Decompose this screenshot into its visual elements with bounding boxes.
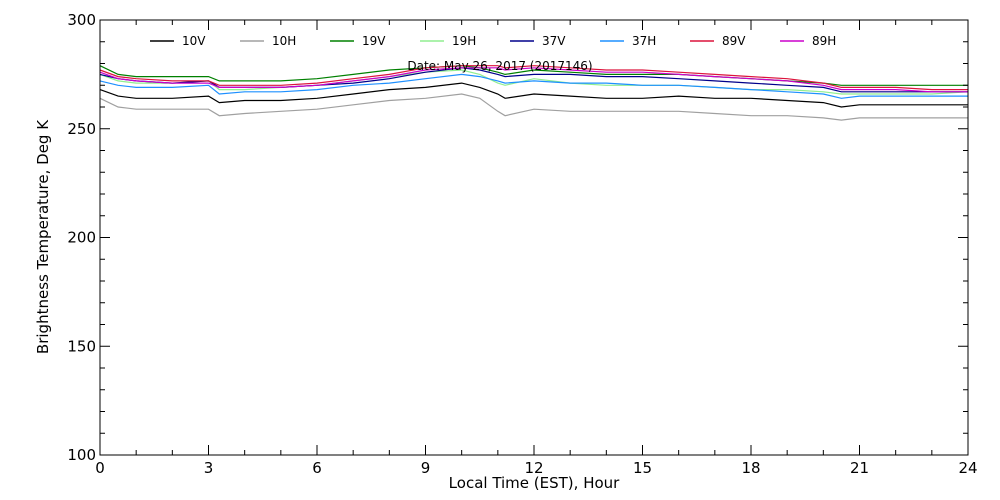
series-line-89h: [99, 67, 968, 93]
series-line-10v: [99, 82, 968, 108]
y-tick-label: 100: [67, 446, 96, 464]
legend-label-89v: 89V: [722, 34, 746, 48]
series-line-89v: [99, 65, 968, 91]
x-tick-label: 9: [421, 459, 431, 477]
legend-label-37h: 37H: [632, 34, 656, 48]
legend-label-10h: 10H: [272, 34, 296, 48]
y-tick-label: 300: [67, 11, 96, 29]
legend: 10V 10H 19V 19H 37V 37H 89V 89H: [150, 34, 836, 48]
x-tick-label: 12: [524, 459, 543, 477]
x-tick-label: 3: [204, 459, 214, 477]
series-line-19h: [99, 69, 969, 95]
x-axis-title: Local Time (EST), Hour: [449, 474, 620, 492]
y-tick-label: 250: [67, 120, 96, 138]
series-line-37h: [99, 73, 968, 99]
x-tick-label: 24: [958, 459, 977, 477]
legend-label-19v: 19V: [362, 34, 386, 48]
legend-label-37v: 37V: [542, 34, 566, 48]
ticks-layer: 0 3 6 9 12 15 18 21 24 100 150 200 250 300: [67, 11, 977, 477]
x-tick-label: 18: [741, 459, 760, 477]
x-tick-label: 0: [95, 459, 105, 477]
series-line-10h: [99, 93, 968, 121]
series-layer: [99, 65, 969, 121]
legend-label-10v: 10V: [182, 34, 206, 48]
legend-label-89h: 89H: [812, 34, 836, 48]
y-axis-title: Brightness Temperature, Deg K: [34, 119, 52, 354]
x-tick-label: 21: [850, 459, 869, 477]
y-tick-label: 150: [67, 337, 96, 355]
legend-label-19h: 19H: [452, 34, 476, 48]
x-tick-label: 15: [633, 459, 652, 477]
date-annotation: Date: May 26, 2017 (2017146): [407, 59, 592, 73]
x-tick-label: 6: [312, 459, 322, 477]
y-tick-label: 200: [67, 229, 96, 247]
